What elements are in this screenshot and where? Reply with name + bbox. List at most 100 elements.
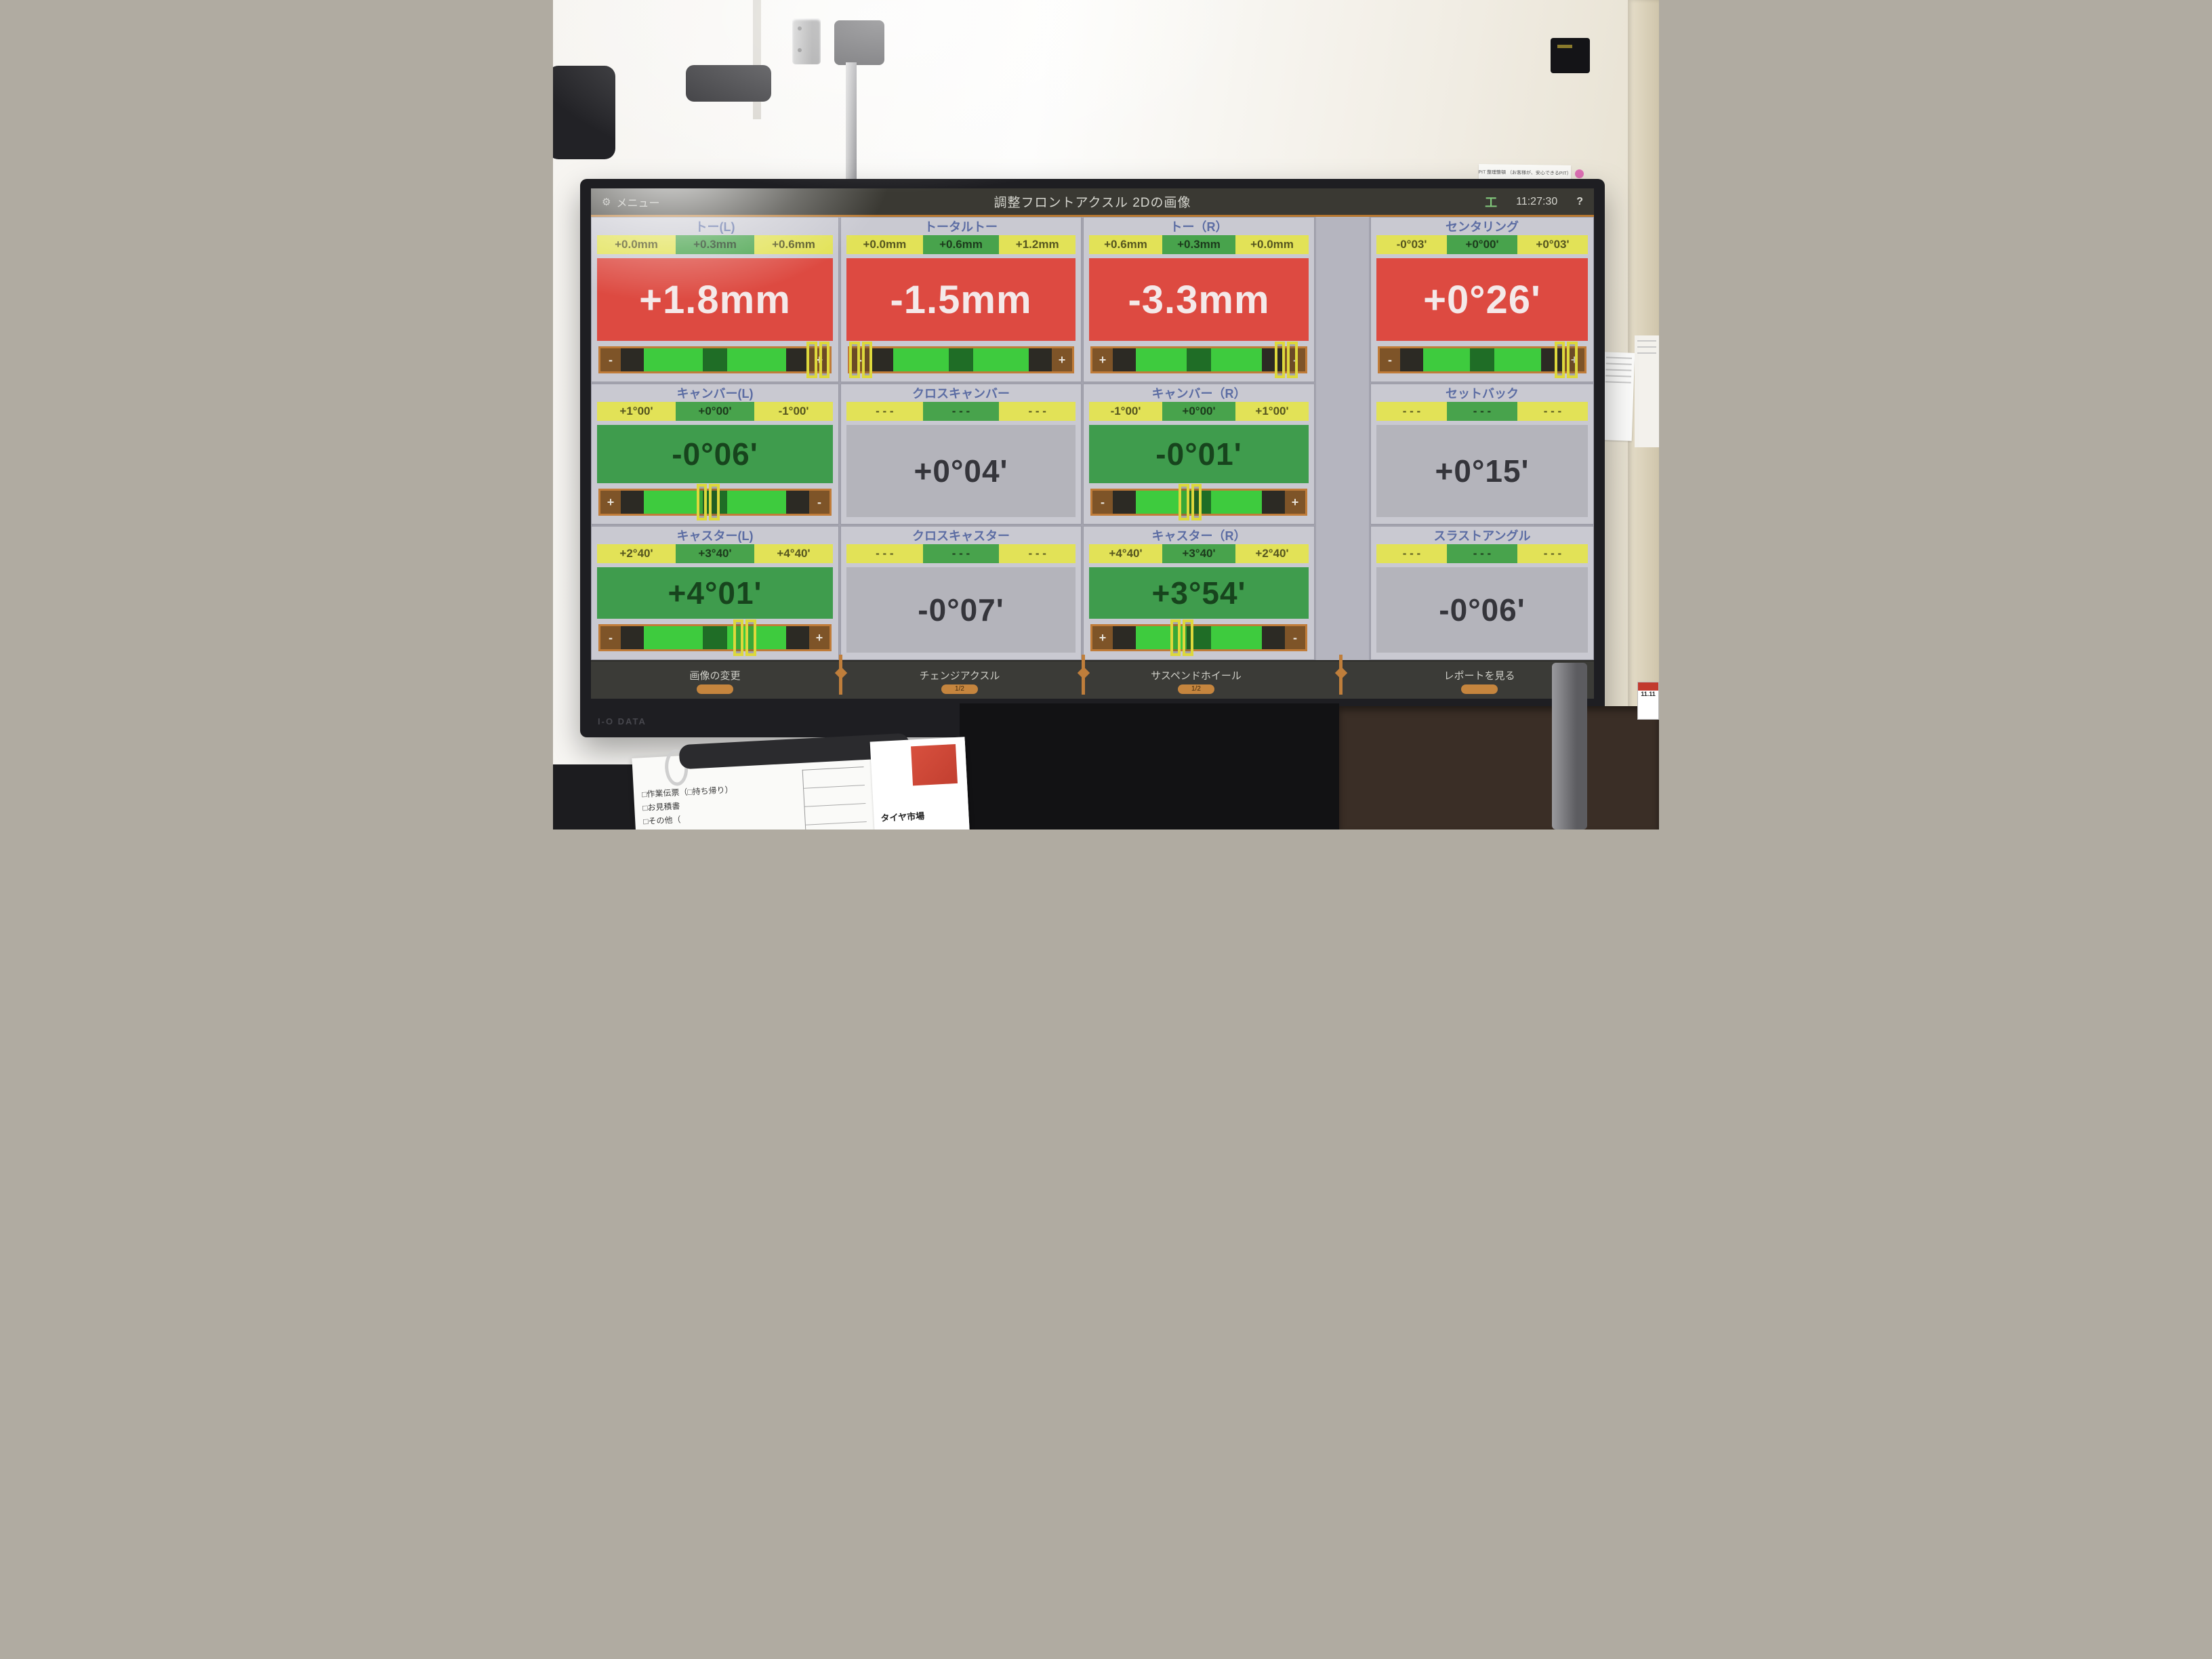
slider-dark-seg	[621, 626, 644, 649]
photo-alignment-monitor-scene: PIT 整理整頓 （お客様が、安心できるPIT） ⚙ メニュー 調整フロントアク…	[553, 0, 1659, 830]
spec-low: - - -	[1376, 402, 1447, 421]
slider-green-seg	[1211, 491, 1262, 514]
slider-plus-cap: -	[809, 491, 830, 514]
slider-green-seg	[893, 348, 949, 371]
menu-button[interactable]: ⚙ メニュー	[602, 194, 751, 210]
spec-low: +0.0mm	[846, 235, 923, 254]
slider-dark-seg	[1113, 626, 1136, 649]
help-icon[interactable]: ?	[1576, 195, 1583, 207]
spec-target: - - -	[922, 402, 1000, 421]
measurement-value: -0°01'	[1089, 425, 1309, 483]
spec-high: - - -	[999, 402, 1076, 421]
clipboard-checklist: □作業伝票（□持ち帰り） □お見積書 □その他（	[642, 783, 735, 828]
slider-cursor[interactable]	[696, 484, 720, 520]
slider-minus-cap: -	[1092, 491, 1113, 514]
spec-range-bar: - - - - - - - - -	[846, 402, 1076, 421]
panel-thrust-angle: スラストアングル - - - - - - - - - -0°06'	[1370, 526, 1594, 660]
wall-paper	[1635, 335, 1659, 447]
cabinet	[1339, 706, 1659, 830]
spec-high: -1°00'	[754, 402, 833, 421]
spec-low: - - -	[846, 402, 923, 421]
button-change-axle[interactable]: チェンジアクスル	[916, 668, 1004, 683]
clipboard: □作業伝票（□持ち帰り） □お見積書 □その他（ タイヤ市場	[632, 733, 970, 830]
panel-setback: セットバック - - - - - - - - - +0°15'	[1370, 384, 1594, 525]
slider-dark-seg	[1113, 491, 1136, 514]
spec-low: -1°00'	[1089, 402, 1162, 421]
measurement-value: +1.8mm	[597, 258, 833, 341]
toolbar-cell: チェンジアクスル 1/2	[839, 668, 1080, 694]
spec-low: +4°40'	[1089, 544, 1162, 563]
spec-low: -0°03'	[1376, 235, 1447, 254]
toolbar-cell: サスペンドホイール 1/2	[1080, 668, 1312, 694]
slider-total-toe: - +	[848, 342, 1074, 378]
spec-range-bar: - - - - - - - - -	[1376, 402, 1588, 421]
toolbar-cell: 画像の変更	[591, 668, 839, 694]
spec-range-bar: - - - - - - - - -	[846, 544, 1076, 563]
panel-title: キャスター（R）	[1151, 529, 1246, 543]
panel-total-toe: トータルトー +0.0mm +0.6mm +1.2mm -1.5mm - +	[840, 217, 1082, 382]
column-divider	[1316, 217, 1369, 660]
panel-toe-right: トー（R） +0.6mm +0.3mm +0.0mm -3.3mm + -	[1083, 217, 1315, 382]
spec-target: +0°00'	[676, 402, 754, 421]
spec-high: - - -	[1517, 544, 1588, 563]
slider-cursor[interactable]	[1274, 342, 1298, 378]
slider-camber-left: + -	[598, 484, 832, 520]
slider-cursor[interactable]	[1554, 342, 1578, 378]
page-badge: 1/2	[1178, 684, 1214, 694]
spec-target: +0.3mm	[676, 235, 754, 254]
slider-cursor[interactable]	[1179, 484, 1202, 520]
slider-green-seg	[644, 491, 703, 514]
door-hinge	[792, 18, 821, 64]
measurement-value: +3°54'	[1089, 567, 1309, 619]
spec-target: - - -	[1447, 402, 1517, 421]
slider-cursor[interactable]	[733, 619, 756, 656]
slider-center-mark	[1470, 348, 1494, 371]
measurement-value: +0°04'	[846, 425, 1076, 517]
spec-high: +1°00'	[1235, 402, 1309, 421]
flyer-title: タイヤ市場	[880, 811, 925, 823]
button-view-report[interactable]: レポートを見る	[1439, 668, 1519, 683]
panel-title: センタリング	[1446, 220, 1519, 234]
clipboard-table	[802, 766, 868, 830]
slider-cursor[interactable]	[849, 342, 873, 378]
button-change-image[interactable]: 画像の変更	[685, 668, 744, 683]
slider-toe-right: + -	[1090, 342, 1307, 378]
slider-green-seg	[1423, 348, 1470, 371]
panel-title: キャスター(L)	[676, 529, 754, 543]
spec-high: +0.6mm	[754, 235, 833, 254]
slider-green-seg	[1211, 348, 1262, 371]
page-badge	[1461, 684, 1498, 694]
bottom-toolbar: 画像の変更 チェンジアクスル 1/2 サスペンドホイール 1/2 レポートを見る	[591, 655, 1594, 699]
slider-caster-right: + -	[1090, 619, 1307, 656]
slider-cursor[interactable]	[1170, 619, 1193, 656]
monitor: ⚙ メニュー 調整フロントアクスル 2Dの画像 工 11:27:30 ? トー(…	[580, 179, 1605, 737]
spec-high: +4°40'	[754, 544, 833, 563]
panel-title: スラストアングル	[1433, 529, 1531, 543]
slider-dark-seg	[786, 348, 809, 371]
slider-center-mark	[1187, 348, 1211, 371]
slider-minus-cap: +	[600, 491, 621, 514]
spec-low: - - -	[846, 544, 923, 563]
measurement-value: -0°06'	[597, 425, 833, 483]
page-title: 調整フロントアクスル 2Dの画像	[994, 196, 1191, 210]
spec-range-bar: +4°40' +3°40' +2°40'	[1089, 544, 1309, 563]
slider-dark-seg	[1113, 348, 1136, 371]
spec-low: - - -	[1376, 544, 1447, 563]
spec-target: +3°40'	[1162, 544, 1235, 563]
page-badge	[697, 684, 733, 694]
panel-caster-left: キャスター(L) +2°40' +3°40' +4°40' +4°01' - +	[591, 526, 839, 660]
button-suspend-wheel[interactable]: サスペンドホイール	[1147, 668, 1246, 683]
dark-object-left	[553, 66, 615, 159]
slider-cursor[interactable]	[806, 342, 830, 378]
tripod-pole	[846, 62, 857, 191]
measurement-grid: トー(L) +0.0mm +0.3mm +0.6mm +1.8mm - + トータ…	[591, 217, 1594, 660]
page-badge: 1/2	[941, 684, 978, 694]
slider-minus-cap: +	[1092, 626, 1113, 649]
slider-camber-right: - +	[1090, 484, 1307, 520]
slider-green-seg	[727, 491, 786, 514]
title-bar: ⚙ メニュー 調整フロントアクスル 2Dの画像 工 11:27:30 ?	[591, 188, 1594, 217]
axle-status-icon: 工	[1485, 195, 1498, 209]
monitor-stand	[960, 703, 1339, 830]
slider-centering: - +	[1378, 342, 1586, 378]
metal-pole	[1552, 663, 1587, 830]
